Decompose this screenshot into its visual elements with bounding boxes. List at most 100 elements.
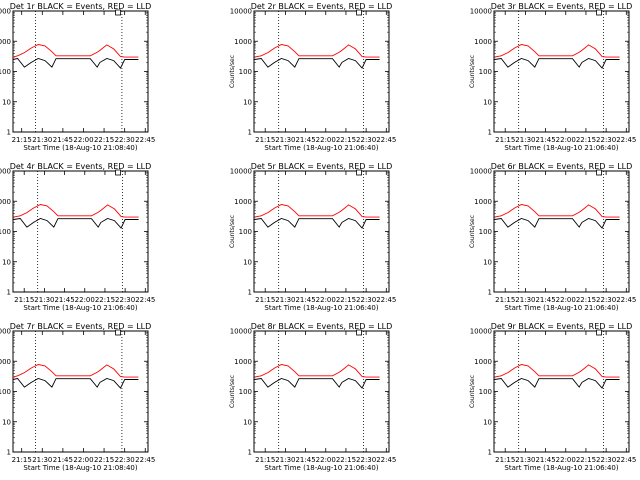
y-tick-label: 10000: [470, 168, 492, 176]
x-tick-label: 22:00: [75, 296, 95, 304]
y-axis-label: Counts/sec: [229, 215, 236, 248]
x-tick-label: 22:30: [356, 456, 376, 464]
y-tick-label: 10: [483, 258, 492, 266]
y-tick-label: 100: [479, 68, 492, 76]
x-tick-label: 22:15: [94, 456, 114, 464]
x-axis-label: Start Time (18-Aug-10 21:06:40): [504, 304, 618, 312]
x-tick-label: 21:15: [12, 136, 32, 144]
y-tick-label: 1000: [474, 358, 492, 366]
x-tick-label: 22:30: [115, 456, 135, 464]
y-tick-label: 10: [243, 98, 252, 106]
x-axis-label: Start Time (18-Aug-10 21:06:40): [264, 144, 378, 152]
marker-box: [115, 169, 121, 176]
chart-title: Det 4r BLACK = Events, RED = LLD: [10, 162, 152, 171]
x-tick-label: 22:15: [95, 296, 115, 304]
y-tick-label: 1: [488, 129, 492, 137]
lld-series-line: [254, 364, 380, 378]
x-tick-label: 22:00: [556, 296, 576, 304]
x-tick-label: 22:00: [73, 456, 93, 464]
y-tick-label: 1: [7, 449, 11, 457]
y-tick-label: 1: [248, 289, 252, 297]
plot-frame: [493, 330, 630, 453]
y-tick-label: 10000: [0, 168, 11, 176]
x-tick-label: 22:15: [336, 136, 356, 144]
y-tick-label: 100: [0, 68, 11, 76]
x-tick-label: 21:15: [495, 296, 515, 304]
x-tick-label: 21:45: [295, 136, 315, 144]
y-axis-label: Counts/sec: [229, 55, 236, 88]
y-axis-label: Counts/sec: [229, 375, 236, 408]
y-tick-label: 10: [243, 418, 252, 426]
lld-series-line: [13, 204, 139, 218]
chart-title: Det 3r BLACK = Events, RED = LLD: [491, 2, 633, 11]
y-tick-label: 1000: [234, 358, 252, 366]
y-axis-label: Counts/sec: [469, 215, 476, 248]
x-tick-label: 22:00: [556, 456, 576, 464]
x-tick-label: 21:30: [32, 136, 52, 144]
events-series-line: [254, 218, 380, 229]
x-tick-label: 22:30: [115, 296, 135, 304]
plot-frame: [253, 10, 390, 133]
x-tick-label: 22:45: [376, 136, 396, 144]
x-tick-label: 22:00: [73, 136, 93, 144]
x-tick-label: 22:45: [616, 136, 636, 144]
y-axis-label: Counts/sec: [469, 55, 476, 88]
x-tick-label: 22:15: [576, 296, 596, 304]
y-tick-label: 10000: [230, 168, 252, 176]
y-tick-label: 1: [248, 129, 252, 137]
y-tick-label: 1000: [0, 198, 11, 206]
x-axis-label: Start Time (18-Aug-10 21:06:40): [504, 144, 618, 152]
x-tick-label: 22:30: [596, 456, 616, 464]
y-tick-label: 10: [243, 258, 252, 266]
y-tick-label: 10000: [0, 8, 11, 16]
x-tick-label: 21:45: [535, 296, 555, 304]
y-tick-label: 1000: [0, 358, 11, 366]
x-axis-label: Start Time (18-Aug-10 21:06:40): [23, 304, 137, 312]
y-tick-label: 1000: [234, 38, 252, 46]
x-axis-label: Start Time (18-Aug-10 21:06:40): [264, 304, 378, 312]
x-tick-label: 21:30: [32, 456, 52, 464]
events-series-line: [12, 58, 139, 69]
marker-box: [115, 9, 121, 16]
plot-frame: [12, 330, 149, 453]
lld-series-line: [494, 364, 620, 378]
y-tick-label: 10000: [0, 328, 11, 336]
events-series-line: [254, 378, 380, 389]
x-tick-label: 21:15: [495, 456, 515, 464]
y-tick-label: 10: [2, 258, 11, 266]
y-tick-label: 1000: [474, 38, 492, 46]
x-tick-label: 21:15: [12, 456, 32, 464]
y-tick-label: 100: [479, 388, 492, 396]
chart-panel: Det 6r BLACK = Events, RED = LLD 1 10 100 10…: [469, 162, 636, 312]
lld-series-line: [494, 44, 620, 58]
plot-frame: [12, 10, 149, 133]
y-tick-label: 1: [7, 129, 11, 137]
plot-frame: [493, 170, 630, 293]
x-tick-label: 21:45: [295, 456, 315, 464]
x-tick-label: 21:30: [515, 456, 535, 464]
events-series-line: [12, 378, 139, 389]
x-tick-label: 22:45: [135, 136, 155, 144]
y-tick-label: 100: [239, 68, 252, 76]
chart-panel: Det 9r BLACK = Events, RED = LLD 1 10 100 10…: [469, 322, 636, 472]
x-tick-label: 22:30: [596, 136, 616, 144]
y-tick-label: 10: [2, 98, 11, 106]
x-tick-label: 22:15: [94, 136, 114, 144]
y-axis-label: Counts/sec: [469, 375, 476, 408]
y-tick-label: 10: [483, 418, 492, 426]
marker-box: [356, 9, 363, 16]
x-tick-label: 21:30: [275, 296, 295, 304]
x-tick-label: 22:15: [576, 456, 596, 464]
chart-title: Det 8r BLACK = Events, RED = LLD: [251, 322, 393, 331]
x-tick-label: 22:30: [356, 296, 376, 304]
marker-box: [596, 9, 602, 16]
x-tick-label: 22:00: [316, 136, 336, 144]
x-tick-label: 21:30: [275, 136, 295, 144]
x-tick-label: 22:45: [135, 296, 155, 304]
x-tick-label: 22:45: [376, 456, 396, 464]
lld-series-line: [12, 364, 139, 378]
x-tick-label: 21:45: [535, 456, 555, 464]
x-tick-label: 22:30: [596, 296, 616, 304]
x-tick-label: 22:00: [316, 296, 336, 304]
